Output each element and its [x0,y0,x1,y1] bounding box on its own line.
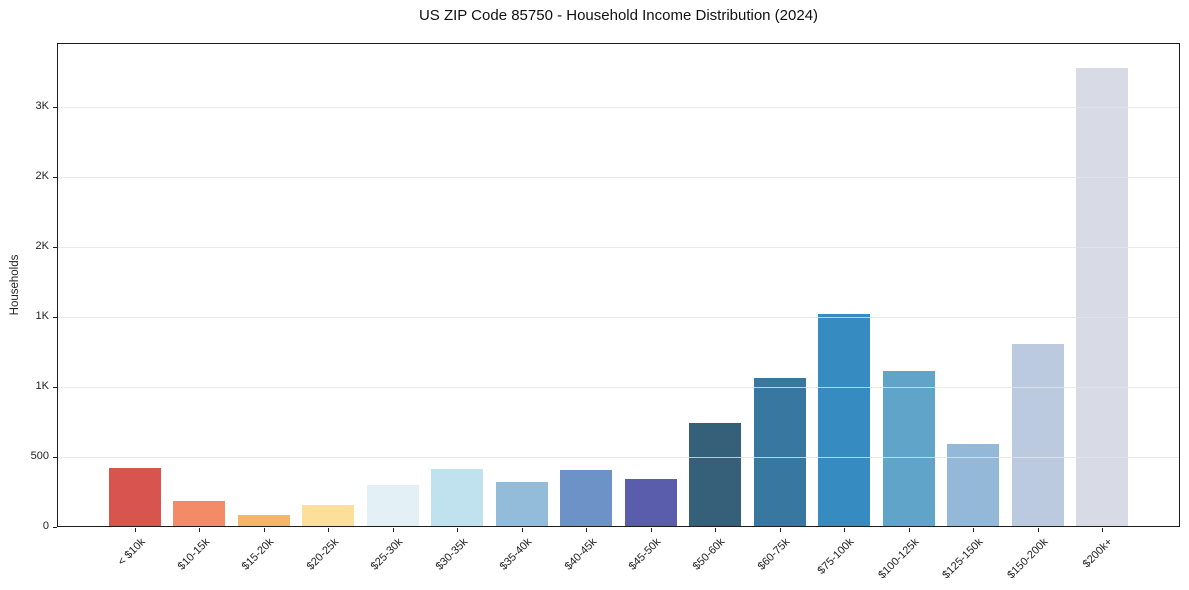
x-tick-label: $100-125k [875,536,922,582]
x-tick-mark [844,528,846,532]
gridline [58,177,1179,179]
x-tick-label: $15-20k [239,536,277,573]
bar-200k [1076,68,1129,527]
x-tick-label: $25-30k [368,536,406,573]
y-tick-mark [53,247,57,249]
x-tick-label: $60-75k [755,536,793,573]
y-tick-mark [53,177,57,179]
chart-title: US ZIP Code 85750 - Household Income Dis… [418,7,819,24]
y-tick-mark [53,527,57,528]
y-tick-label: 3K [35,100,49,113]
x-tick-mark [521,528,523,532]
y-tick-mark [53,107,57,109]
x-tick-label: $30-35k [433,536,470,573]
bar-50-60k [689,423,742,527]
bar-150-200k [1011,343,1064,527]
x-tick-mark [457,528,459,532]
x-tick-label: $45-50k [626,536,664,573]
x-tick-mark [715,528,717,532]
x-tick-mark [263,528,265,532]
y-tick-label: 2K [35,240,49,253]
y-tick-label: 0 [42,520,49,532]
x-tick-label: < $10k [115,536,148,569]
x-tick-label: $35-40k [497,536,535,573]
bar-10-15k [173,501,226,527]
gridline [58,317,1179,319]
x-tick-mark [650,528,652,532]
gridline [58,387,1179,389]
x-tick-mark [779,528,781,532]
bar-125-150k [947,444,1000,527]
y-axis-label: Households [9,254,21,316]
bar-40-45k [560,470,613,527]
y-tick-label: 1K [35,310,49,323]
bar-100-125k [882,371,935,527]
y-tick-mark [53,457,57,459]
bar-35-40k [495,482,548,527]
x-tick-label: $40-45k [562,536,599,573]
x-tick-mark [328,528,330,532]
x-tick-label: $20-25k [304,536,341,573]
x-tick-label: $200k+ [1080,536,1115,571]
x-tick-mark [135,528,136,532]
x-tick-label: $75-100k [815,536,857,577]
bar-15-20k [237,515,290,527]
x-tick-mark [1037,528,1039,532]
bar-20-25k [302,504,355,527]
y-tick-label: 1K [35,380,49,393]
x-tick-label: $50-60k [691,536,728,573]
y-tick-mark [53,317,57,319]
y-tick-label: 2K [35,170,49,183]
x-tick-mark [586,528,588,532]
y-tick-mark [53,387,57,389]
bar-10k [109,468,161,527]
x-tick-mark [199,528,201,532]
gridline [58,457,1179,459]
y-tick-label: 500 [30,450,49,463]
x-tick-mark [908,528,910,532]
bar-60-75k [753,378,806,527]
x-tick-mark [1102,528,1104,532]
gridline [58,247,1179,249]
bar-75-100k [818,314,871,527]
bar-25-30k [366,485,419,527]
bar-30-35k [431,468,484,527]
bar-45-50k [624,478,677,527]
x-tick-label: $125-150k [940,536,986,582]
x-tick-mark [973,528,975,532]
x-tick-mark [392,528,394,532]
x-tick-label: $150-200k [1004,536,1051,582]
gridline [58,107,1179,109]
x-tick-label: $10-15k [175,536,212,573]
